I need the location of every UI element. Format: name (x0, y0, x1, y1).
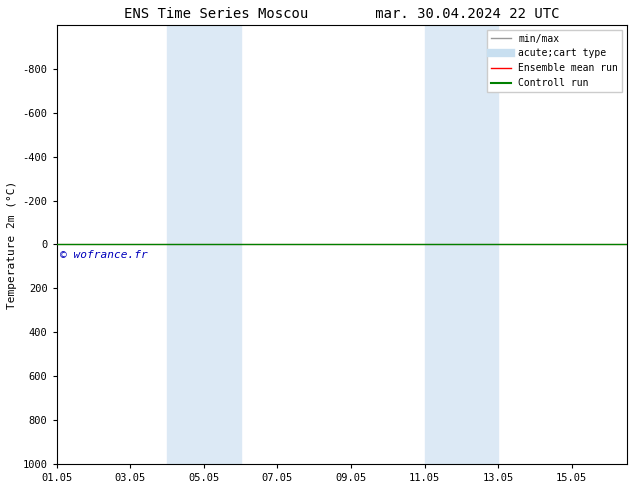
Y-axis label: Temperature 2m (°C): Temperature 2m (°C) (7, 180, 17, 309)
Bar (167, 25, 240, 464)
Title: ENS Time Series Moscou        mar. 30.04.2024 22 UTC: ENS Time Series Moscou mar. 30.04.2024 2… (124, 7, 560, 21)
Text: © wofrance.fr: © wofrance.fr (60, 249, 148, 260)
Legend: min/max, acute;cart type, Ensemble mean run, Controll run: min/max, acute;cart type, Ensemble mean … (488, 30, 622, 92)
Bar (425, 25, 498, 464)
